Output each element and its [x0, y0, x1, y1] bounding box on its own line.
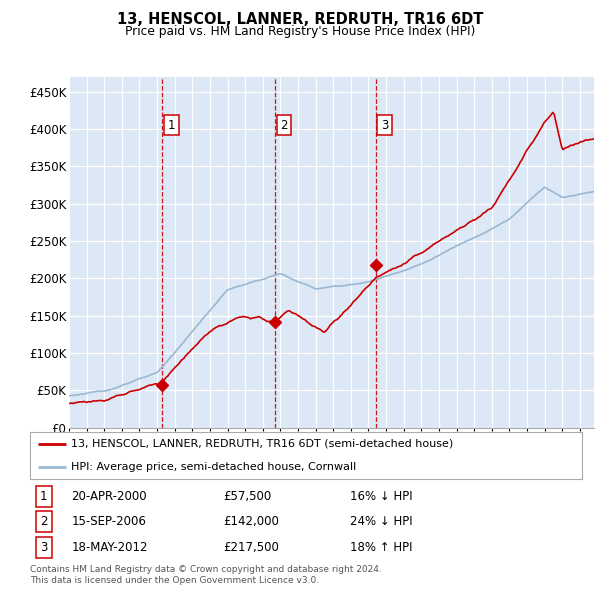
- Text: 3: 3: [381, 119, 388, 132]
- Text: 1: 1: [167, 119, 175, 132]
- Text: £217,500: £217,500: [223, 541, 279, 554]
- Text: 1: 1: [40, 490, 47, 503]
- Text: £57,500: £57,500: [223, 490, 271, 503]
- Text: 18-MAY-2012: 18-MAY-2012: [71, 541, 148, 554]
- Text: 24% ↓ HPI: 24% ↓ HPI: [350, 515, 413, 529]
- Text: HPI: Average price, semi-detached house, Cornwall: HPI: Average price, semi-detached house,…: [71, 463, 356, 472]
- Text: 16% ↓ HPI: 16% ↓ HPI: [350, 490, 413, 503]
- Text: 18% ↑ HPI: 18% ↑ HPI: [350, 541, 413, 554]
- Text: 13, HENSCOL, LANNER, REDRUTH, TR16 6DT: 13, HENSCOL, LANNER, REDRUTH, TR16 6DT: [117, 12, 483, 27]
- Text: Price paid vs. HM Land Registry's House Price Index (HPI): Price paid vs. HM Land Registry's House …: [125, 25, 475, 38]
- Text: Contains HM Land Registry data © Crown copyright and database right 2024.
This d: Contains HM Land Registry data © Crown c…: [30, 565, 382, 585]
- Text: 20-APR-2000: 20-APR-2000: [71, 490, 147, 503]
- Text: 2: 2: [40, 515, 47, 529]
- Text: 3: 3: [40, 541, 47, 554]
- Text: 13, HENSCOL, LANNER, REDRUTH, TR16 6DT (semi-detached house): 13, HENSCOL, LANNER, REDRUTH, TR16 6DT (…: [71, 439, 454, 448]
- Text: 15-SEP-2006: 15-SEP-2006: [71, 515, 146, 529]
- Text: 2: 2: [280, 119, 288, 132]
- Text: £142,000: £142,000: [223, 515, 279, 529]
